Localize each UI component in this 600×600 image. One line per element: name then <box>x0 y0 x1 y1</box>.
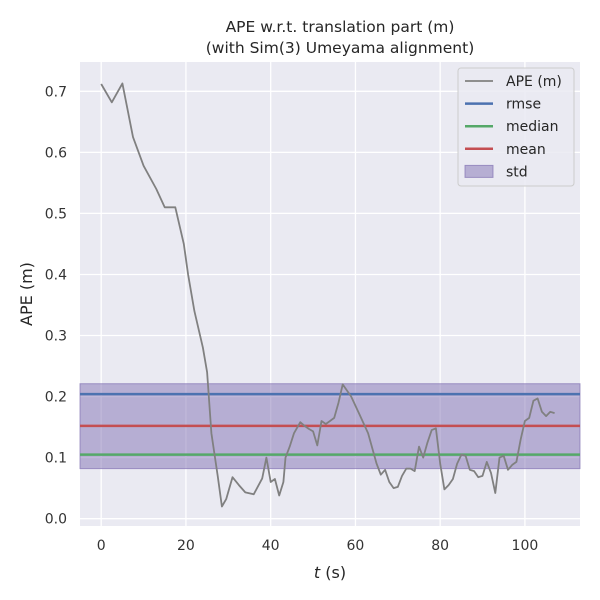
y-tick-label-7: 0.7 <box>45 84 67 100</box>
x-axis-label: t (s) <box>314 563 346 582</box>
x-tick-label-3: 60 <box>347 538 365 554</box>
y-tick-label-0: 0.0 <box>45 512 67 528</box>
y-tick-label-2: 0.2 <box>45 390 67 406</box>
y-tick-label-6: 0.6 <box>45 145 67 161</box>
legend-label-ape: APE (m) <box>506 74 562 90</box>
x-tick-label-2: 40 <box>262 538 280 554</box>
legend-label-mean: mean <box>506 142 546 158</box>
y-tick-label-5: 0.5 <box>45 206 67 222</box>
y-axis-label: APE (m) <box>17 262 36 326</box>
statistic-lines <box>80 392 580 456</box>
legend-label-median: median <box>506 119 558 135</box>
x-tick-label-4: 80 <box>431 538 449 554</box>
legend-frame <box>457 67 575 187</box>
x-tick-label-0: 0 <box>97 538 106 554</box>
legend-label-rmse: rmse <box>506 97 541 113</box>
y-tick-label-1: 0.1 <box>45 451 67 467</box>
y-tick-labels: 0.0 0.1 0.2 0.3 0.4 0.5 0.6 0.7 <box>45 84 67 527</box>
legend-swatch-std <box>464 164 494 178</box>
x-axis-label-unit: (s) <box>320 563 346 582</box>
x-axis-label-symbol: t <box>314 563 321 582</box>
x-tick-label-1: 20 <box>177 538 195 554</box>
ape-line <box>100 82 555 508</box>
legend-label-std: std <box>506 164 528 180</box>
x-tick-labels: 0 20 40 60 80 100 <box>97 538 539 554</box>
y-tick-label-3: 0.3 <box>45 329 67 345</box>
y-tick-label-4: 0.4 <box>45 267 67 283</box>
chart-title-line-1: APE w.r.t. translation part (m) <box>226 18 455 36</box>
x-tick-label-5: 100 <box>512 538 539 554</box>
legend: APE (m) rmse median mean std <box>457 67 575 187</box>
chart-title-line-2: (with Sim(3) Umeyama alignment) <box>206 39 475 57</box>
ape-line-group <box>100 82 555 508</box>
